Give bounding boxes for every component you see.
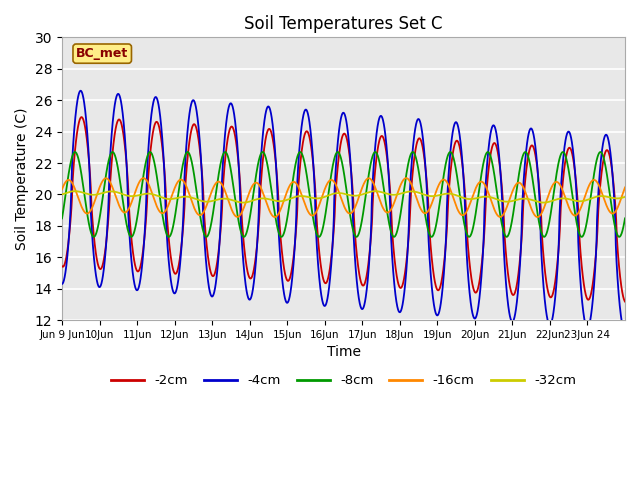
Legend: -2cm, -4cm, -8cm, -16cm, -32cm: -2cm, -4cm, -8cm, -16cm, -32cm: [106, 369, 581, 393]
Text: BC_met: BC_met: [76, 47, 129, 60]
X-axis label: Time: Time: [326, 346, 360, 360]
Title: Soil Temperatures Set C: Soil Temperatures Set C: [244, 15, 443, 33]
Y-axis label: Soil Temperature (C): Soil Temperature (C): [15, 108, 29, 250]
